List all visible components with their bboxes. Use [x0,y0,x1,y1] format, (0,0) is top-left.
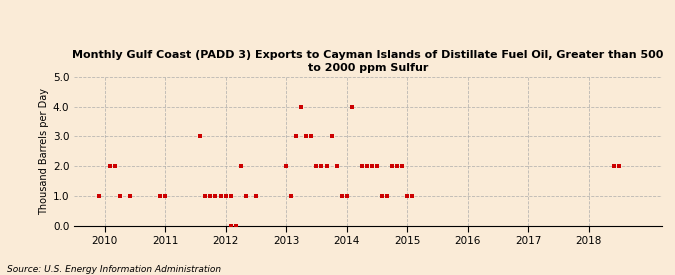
Point [407,194,418,198]
Y-axis label: Thousand Barrels per Day: Thousand Barrels per Day [38,88,49,215]
Point [236,164,246,168]
Point [336,194,347,198]
Point [220,194,231,198]
Point [225,194,236,198]
Point [342,194,352,198]
Point [205,194,216,198]
Point [381,194,392,198]
Point [200,194,211,198]
Point [361,164,372,168]
Point [371,164,382,168]
Point [397,164,408,168]
Point [306,134,317,139]
Point [331,164,342,168]
Point [104,164,115,168]
Point [296,104,306,109]
Point [291,134,302,139]
Point [316,164,327,168]
Point [210,194,221,198]
Point [614,164,624,168]
Point [286,194,296,198]
Point [367,164,377,168]
Point [94,194,105,198]
Point [387,164,398,168]
Point [301,134,312,139]
Point [114,194,125,198]
Point [281,164,292,168]
Point [109,164,120,168]
Point [225,223,236,228]
Point [124,194,135,198]
Point [326,134,337,139]
Point [346,104,357,109]
Point [392,164,402,168]
Point [155,194,165,198]
Point [195,134,206,139]
Point [230,223,241,228]
Point [609,164,620,168]
Point [160,194,171,198]
Point [250,194,261,198]
Title: Monthly Gulf Coast (PADD 3) Exports to Cayman Islands of Distillate Fuel Oil, Gr: Monthly Gulf Coast (PADD 3) Exports to C… [72,50,664,73]
Point [215,194,226,198]
Point [321,164,332,168]
Point [377,194,387,198]
Point [240,194,251,198]
Point [356,164,367,168]
Point [311,164,322,168]
Text: Source: U.S. Energy Information Administration: Source: U.S. Energy Information Administ… [7,265,221,274]
Point [402,194,412,198]
